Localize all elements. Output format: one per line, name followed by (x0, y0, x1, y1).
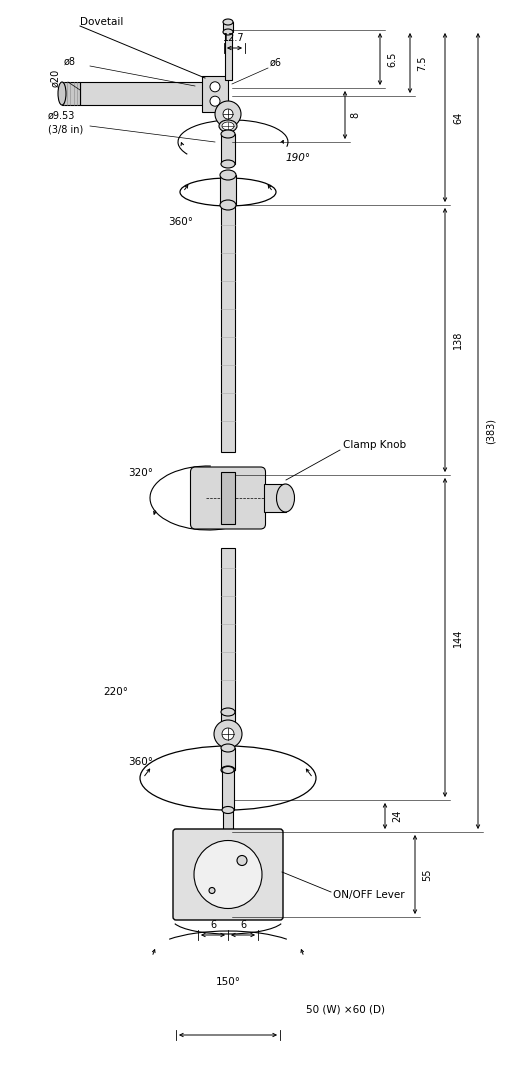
Circle shape (210, 96, 220, 107)
Ellipse shape (222, 807, 234, 813)
Bar (62, 82, 80, 104)
Text: 360°: 360° (128, 757, 153, 767)
Circle shape (237, 855, 247, 866)
Text: 360°: 360° (168, 216, 193, 227)
Ellipse shape (221, 708, 235, 716)
Bar (221, 472, 235, 524)
Text: 150°: 150° (215, 977, 240, 987)
Text: Dovetail: Dovetail (80, 17, 123, 27)
FancyBboxPatch shape (190, 467, 266, 529)
Ellipse shape (223, 839, 233, 845)
Text: 12.7: 12.7 (223, 33, 245, 43)
Circle shape (222, 728, 234, 740)
FancyBboxPatch shape (173, 829, 283, 920)
Text: 6: 6 (210, 920, 216, 931)
Ellipse shape (223, 19, 233, 25)
Text: 320°: 320° (128, 468, 153, 478)
Text: 7.5: 7.5 (417, 55, 427, 71)
Ellipse shape (223, 807, 233, 813)
Bar (221, 134, 235, 164)
Bar (221, 749, 235, 770)
Text: ON/OFF Lever: ON/OFF Lever (333, 890, 405, 900)
Text: 190°: 190° (286, 153, 311, 163)
Text: 50 (W) ×60 (D): 50 (W) ×60 (D) (306, 1005, 385, 1015)
Bar (223, 22, 233, 32)
Text: (3/8 in): (3/8 in) (48, 124, 83, 134)
Text: 144: 144 (453, 629, 463, 647)
Ellipse shape (222, 122, 234, 130)
Text: 6.5: 6.5 (387, 52, 397, 67)
Bar (80, 82, 208, 104)
Ellipse shape (225, 26, 232, 30)
Ellipse shape (219, 120, 237, 132)
Text: 138: 138 (453, 331, 463, 349)
Ellipse shape (220, 200, 236, 210)
Text: 64: 64 (453, 112, 463, 124)
Text: 8: 8 (350, 112, 360, 118)
Text: ø6: ø6 (270, 58, 282, 68)
Bar (264, 484, 285, 512)
Text: ø8: ø8 (64, 57, 76, 67)
Text: ø20: ø20 (50, 69, 60, 87)
Ellipse shape (221, 766, 235, 774)
Text: (383): (383) (486, 418, 496, 444)
Bar (222, 770, 234, 810)
Circle shape (214, 721, 242, 749)
Circle shape (223, 109, 233, 118)
Circle shape (209, 887, 215, 894)
Ellipse shape (276, 484, 295, 512)
Text: Clamp Knob: Clamp Knob (343, 440, 406, 450)
Bar (202, 76, 228, 112)
Text: 55: 55 (422, 869, 432, 881)
Ellipse shape (220, 170, 236, 180)
Ellipse shape (223, 29, 233, 34)
Text: 220°: 220° (103, 687, 128, 697)
Ellipse shape (180, 178, 276, 206)
Bar (225, 28, 232, 80)
Circle shape (210, 82, 220, 92)
Text: 6: 6 (240, 920, 246, 931)
Circle shape (194, 840, 262, 909)
Bar (221, 548, 235, 712)
Ellipse shape (58, 82, 66, 104)
Ellipse shape (221, 130, 235, 138)
Circle shape (215, 101, 241, 127)
Text: 24: 24 (392, 810, 402, 822)
Bar (223, 810, 233, 842)
Ellipse shape (221, 160, 235, 168)
Ellipse shape (221, 744, 235, 752)
Ellipse shape (140, 746, 316, 810)
Ellipse shape (222, 767, 234, 773)
Bar (221, 712, 235, 722)
Text: ø9.53: ø9.53 (48, 111, 75, 121)
Bar (220, 174, 236, 205)
Bar (221, 205, 235, 452)
